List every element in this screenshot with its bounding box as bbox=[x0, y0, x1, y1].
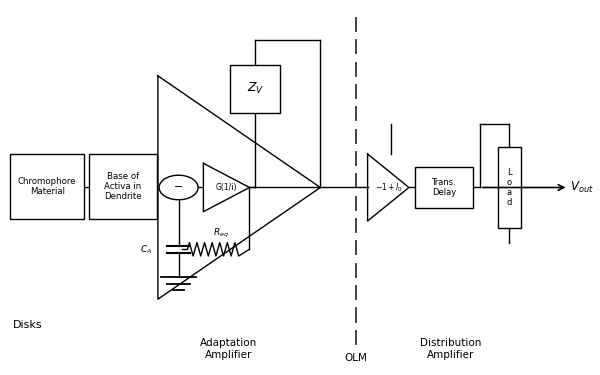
Polygon shape bbox=[368, 154, 409, 221]
Text: Adaptation
Amplifier: Adaptation Amplifier bbox=[200, 338, 257, 360]
Bar bbox=[10, 154, 84, 219]
Text: Disks: Disks bbox=[13, 320, 43, 330]
Text: OLM: OLM bbox=[344, 353, 367, 363]
Polygon shape bbox=[203, 163, 250, 212]
Bar bbox=[230, 64, 280, 113]
Text: L
o
a
d: L o a d bbox=[506, 168, 512, 207]
Polygon shape bbox=[158, 76, 320, 299]
Text: Distribution
Amplifier: Distribution Amplifier bbox=[419, 338, 481, 360]
Bar bbox=[415, 167, 473, 208]
Text: $V_{out}$: $V_{out}$ bbox=[570, 180, 594, 195]
Text: $Z_V$: $Z_V$ bbox=[247, 81, 264, 96]
Text: G(1/i): G(1/i) bbox=[215, 183, 237, 192]
Text: $-1+I_0$: $-1+I_0$ bbox=[376, 181, 403, 194]
Text: −: − bbox=[174, 182, 183, 192]
Polygon shape bbox=[368, 154, 409, 221]
Text: Chromophore
Material: Chromophore Material bbox=[18, 177, 76, 196]
Text: $R_{eq}$: $R_{eq}$ bbox=[214, 227, 229, 240]
Bar bbox=[89, 154, 157, 219]
Circle shape bbox=[159, 175, 198, 200]
Polygon shape bbox=[203, 163, 250, 212]
Text: $C_A$: $C_A$ bbox=[140, 243, 152, 255]
Bar bbox=[497, 147, 521, 228]
Text: Trans.
Delay: Trans. Delay bbox=[431, 178, 456, 197]
Polygon shape bbox=[158, 76, 320, 299]
Text: Base of
Activa in
Dendrite: Base of Activa in Dendrite bbox=[104, 172, 142, 201]
